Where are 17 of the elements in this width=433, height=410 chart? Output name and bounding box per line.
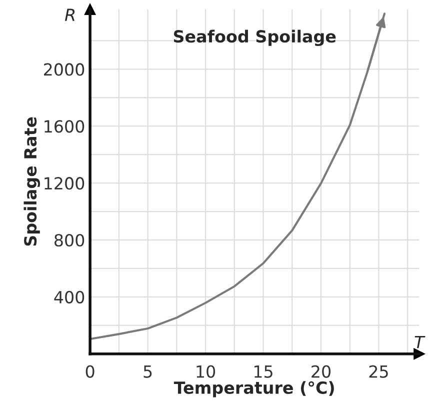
y-axis-title: Spoilage Rate [24,117,40,246]
y-tick-label: 2000 [44,63,84,76]
x-tick-label: 20 [312,365,330,378]
annotation: T [414,336,426,348]
y-tick-label: 800 [54,234,84,247]
y-tick-label: 400 [54,290,84,304]
text: R [64,8,75,21]
text: Seafood Spoilage [174,30,336,46]
x-tick-label: 0 [86,365,94,378]
x-axis-title: Temperature (°C) [174,381,334,398]
y-tick-label: 1600 [44,120,84,133]
x-tick-label: 15 [254,365,272,378]
y-tick-label: 1200 [44,177,84,190]
line-series [90,12,386,340]
x-tick-label: 25 [369,365,388,378]
x-tick-label: 10 [196,365,216,378]
x-tick-label: 5 [144,365,152,378]
